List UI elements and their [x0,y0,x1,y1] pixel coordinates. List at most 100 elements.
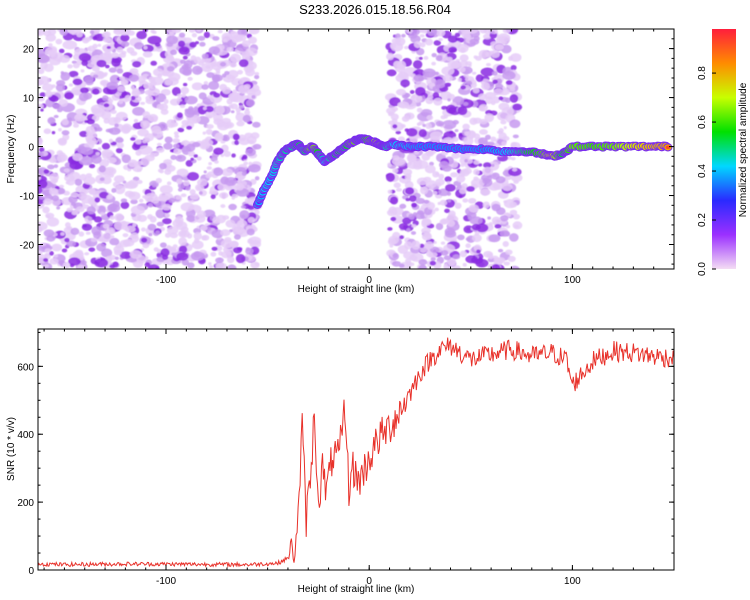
noise-speckle [63,168,70,173]
noise-speckle [97,43,102,47]
noise-speckle [240,205,247,209]
spectrogram-y-axis-label: Frequency (Hz) [6,115,17,184]
noise-speckle [182,68,192,76]
noise-speckle [434,207,439,212]
noise-speckle [47,164,55,170]
noise-speckle [411,202,418,208]
noise-speckle [499,230,510,237]
noise-speckle [162,218,172,225]
noise-speckle [207,95,212,99]
noise-speckle [459,152,471,160]
noise-speckle [480,188,491,196]
noise-speckle [120,79,129,86]
noise-speckle [512,213,521,220]
noise-speckle [147,202,153,208]
noise-speckle [132,87,140,95]
noise-speckle [173,143,180,149]
noise-speckle [487,216,491,220]
noise-speckle [490,30,495,35]
noise-speckle [212,111,217,116]
noise-speckle [247,163,261,173]
noise-speckle [509,201,518,208]
noise-speckle [497,130,504,135]
noise-speckle [413,69,425,77]
noise-speckle [42,83,54,92]
noise-speckle [101,31,110,38]
noise-speckle [155,177,162,184]
noise-speckle [91,66,100,72]
noise-speckle [418,259,428,266]
noise-speckle [415,56,420,61]
spectrogram-y-tick-label: 10 [23,94,35,105]
noise-speckle [386,52,395,61]
noise-speckle [190,157,194,161]
noise-speckle [210,194,216,200]
noise-speckle [161,203,172,211]
noise-speckle [128,192,136,198]
noise-speckle [223,150,231,157]
noise-speckle [253,88,262,96]
noise-speckle [208,162,212,166]
noise-speckle [173,148,182,155]
noise-speckle [441,66,455,76]
noise-speckle [497,33,511,43]
noise-speckle [72,153,83,162]
noise-speckle [419,34,425,38]
noise-speckle [180,193,187,198]
noise-speckle [156,142,162,147]
noise-speckle [166,119,176,129]
noise-speckle [250,132,260,139]
noise-speckle [164,79,173,86]
noise-speckle [464,159,469,163]
noise-speckle [425,97,434,105]
noise-speckle [239,210,250,220]
noise-speckle [440,241,446,245]
noise-speckle [505,249,513,255]
noise-speckle [438,37,443,42]
noise-speckle [142,243,150,249]
noise-speckle [109,235,115,239]
noise-speckle [429,131,443,141]
noise-speckle [142,111,151,119]
noise-speckle [49,251,54,256]
noise-speckle [396,60,407,70]
noise-speckle [137,214,148,222]
noise-speckle [220,204,226,208]
noise-speckle [399,203,407,209]
noise-speckle [215,71,221,75]
noise-speckle [478,49,489,59]
noise-speckle [466,80,473,86]
noise-speckle [166,29,177,35]
noise-speckle [92,35,98,41]
noise-speckle [110,206,116,211]
noise-speckle [444,208,450,214]
noise-speckle [101,149,114,158]
noise-speckle [176,168,189,178]
noise-speckle [181,124,186,129]
noise-speckle [119,239,131,248]
noise-speckle [177,127,185,133]
noise-speckle [120,34,130,42]
noise-speckle [168,197,176,203]
noise-speckle [166,181,172,186]
noise-speckle [226,264,237,269]
noise-speckle [202,234,210,241]
noise-speckle [416,210,424,215]
noise-speckle [177,40,186,48]
noise-speckle [244,109,251,116]
noise-speckle [392,155,400,161]
noise-speckle [44,47,58,56]
noise-speckle [463,225,474,234]
noise-speckle [64,237,70,243]
noise-speckle [472,87,480,94]
noise-speckle [130,199,138,205]
noise-speckle [105,64,110,69]
noise-speckle [128,74,139,82]
noise-speckle [451,152,460,159]
noise-speckle [251,94,256,99]
noise-speckle [203,170,207,174]
noise-speckle [422,124,427,128]
noise-speckle [433,97,443,106]
noise-speckle [61,130,70,136]
noise-speckle [113,221,125,231]
